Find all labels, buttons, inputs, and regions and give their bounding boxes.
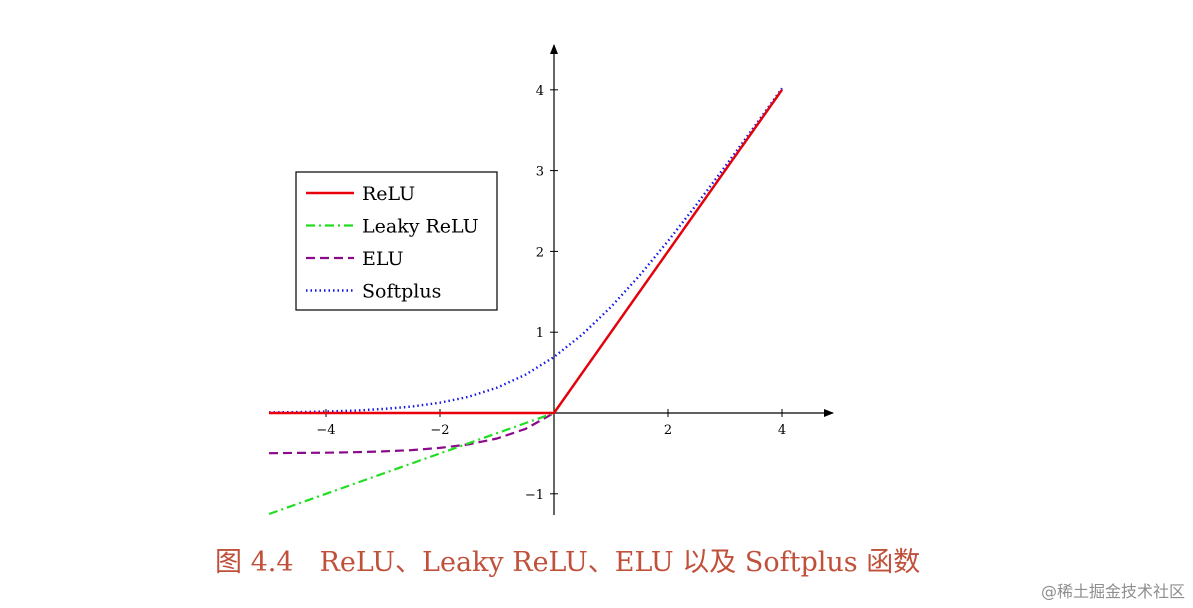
activation-function-chart: −4 −2 2 4 −1 1 2 3 4 ReLU Leaky ReLU ELU Softplus <box>268 44 834 516</box>
legend-label-elu: ELU <box>362 248 403 270</box>
y-tick-label: −1 <box>525 488 544 503</box>
y-tick-label: 2 <box>536 245 544 260</box>
caption-number: 图 4.4 <box>215 547 294 578</box>
series-line-leaky-relu <box>268 89 783 516</box>
y-tick-label: 1 <box>536 326 544 341</box>
x-tick-label: 4 <box>778 423 786 438</box>
legend-label-leaky-relu: Leaky ReLU <box>362 216 479 238</box>
caption-text: ReLU、Leaky ReLU、ELU 以及 Softplus 函数 <box>319 547 921 578</box>
x-tick-label: −2 <box>430 423 449 438</box>
figure: −4 −2 2 4 −1 1 2 3 4 ReLU Leaky ReLU ELU Softplus <box>268 44 834 516</box>
legend-box <box>295 171 498 311</box>
figure-caption: 图 4.4 ReLU、Leaky ReLU、ELU 以及 Softplus 函数 <box>215 543 920 583</box>
watermark: @稀土掘金技术社区 <box>1040 582 1185 601</box>
series-line-relu <box>269 89 783 415</box>
x-tick-label: 2 <box>664 423 672 438</box>
y-tick-label: 3 <box>536 165 544 180</box>
legend-label-softplus: Softplus <box>362 281 441 303</box>
x-tick-label: −4 <box>316 423 335 438</box>
legend: ReLU Leaky ReLU ELU Softplus <box>295 171 498 311</box>
legend-label-relu: ReLU <box>362 183 415 205</box>
series-line-softplus <box>268 87 783 414</box>
y-tick-label: 4 <box>536 84 544 99</box>
